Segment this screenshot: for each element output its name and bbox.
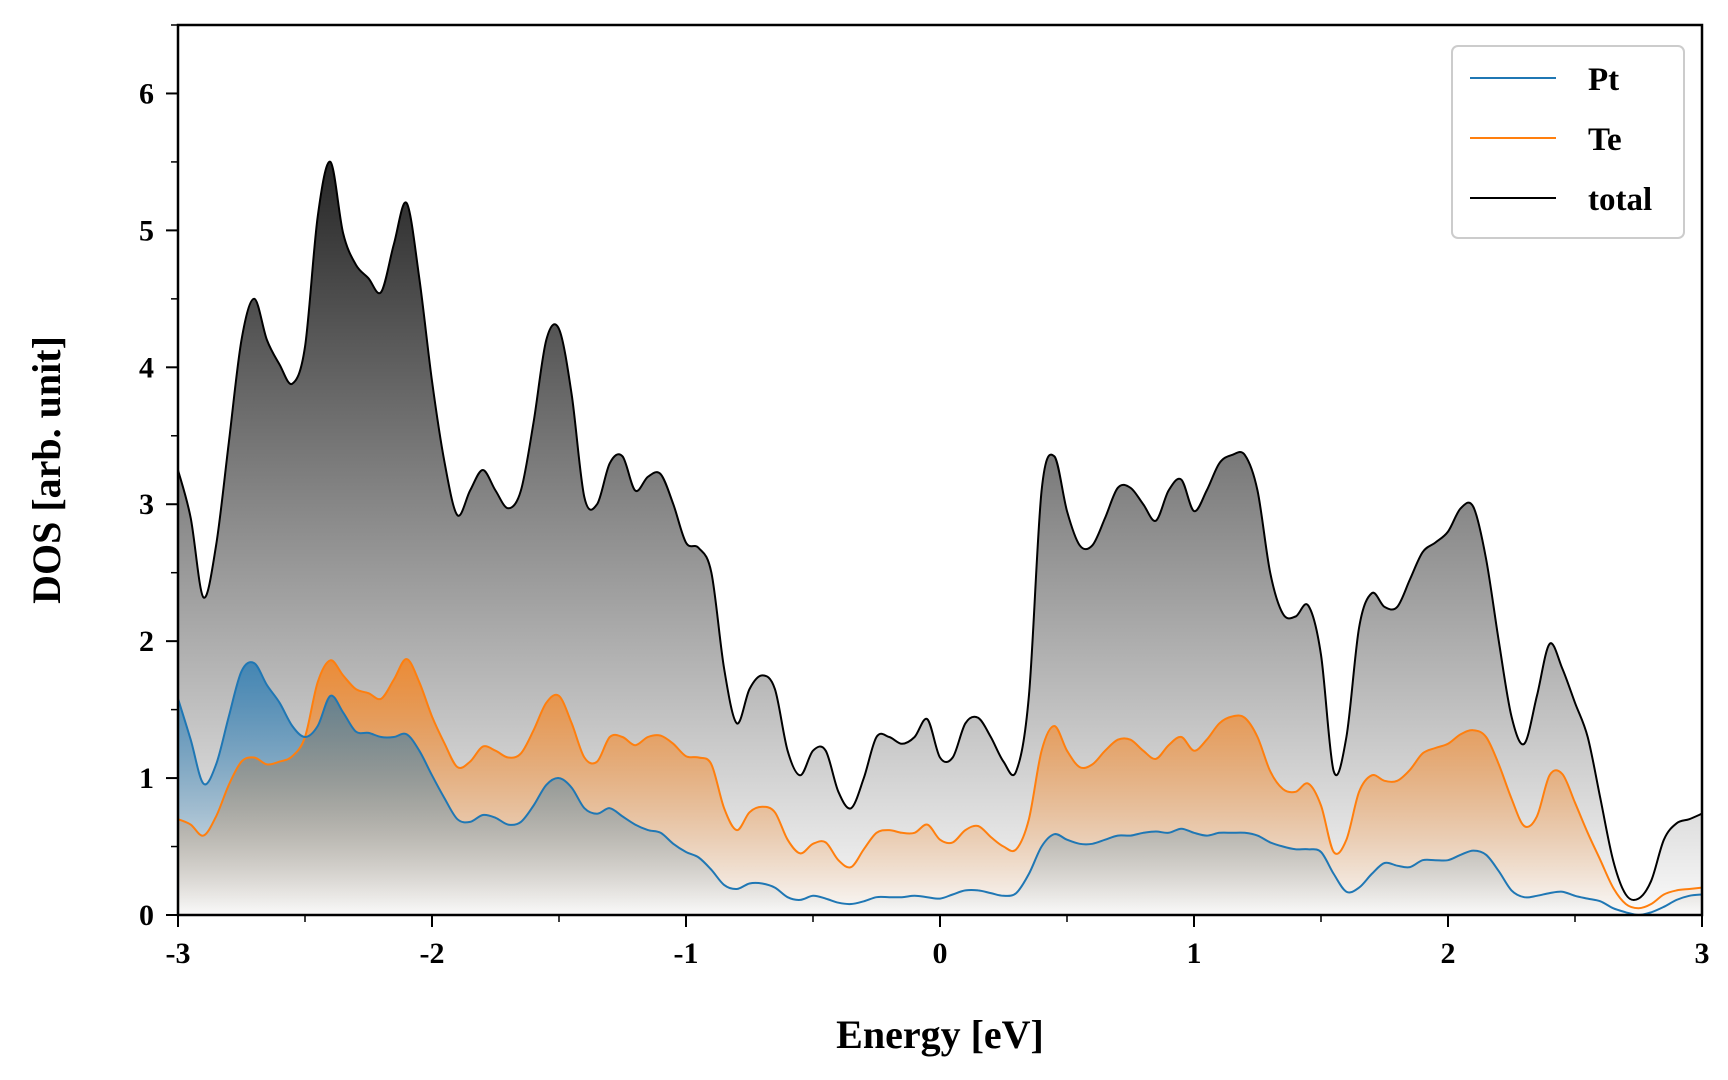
legend-label-total: total	[1588, 182, 1652, 218]
pt-area	[178, 662, 1702, 915]
total-line	[178, 160, 1702, 901]
x-tick-label: 0	[933, 937, 948, 970]
te-line	[178, 658, 1702, 910]
plot-area	[178, 160, 1702, 915]
x-tick-label: -2	[420, 937, 445, 970]
x-axis-ticks: -3 -2 -1 0 1 2 3	[166, 915, 1710, 970]
y-axis-ticks: 0 1 2 3 4 5 6	[139, 24, 178, 932]
x-tick-label: 2	[1441, 937, 1456, 970]
y-tick-label: 0	[139, 899, 154, 932]
y-tick-label: 3	[139, 488, 154, 521]
y-tick-label: 5	[139, 214, 154, 247]
pt-line	[178, 661, 1702, 915]
y-tick-label: 2	[139, 625, 154, 658]
legend-box	[1451, 45, 1685, 239]
y-tick-label: 6	[139, 77, 154, 110]
x-tick-label: 1	[1187, 937, 1202, 970]
legend-label-pt: Pt	[1588, 62, 1619, 98]
y-tick-label: 4	[139, 351, 154, 384]
x-tick-label: -3	[166, 937, 191, 970]
y-axis-label: DOS [arb. unit]	[24, 336, 69, 604]
legend: Pt Te total	[1451, 45, 1685, 239]
x-tick-label: 3	[1695, 937, 1710, 970]
x-axis-label: Energy [eV]	[836, 1012, 1044, 1057]
y-tick-label: 1	[139, 762, 154, 795]
legend-label-te: Te	[1588, 122, 1622, 158]
x-tick-label: -1	[674, 937, 699, 970]
